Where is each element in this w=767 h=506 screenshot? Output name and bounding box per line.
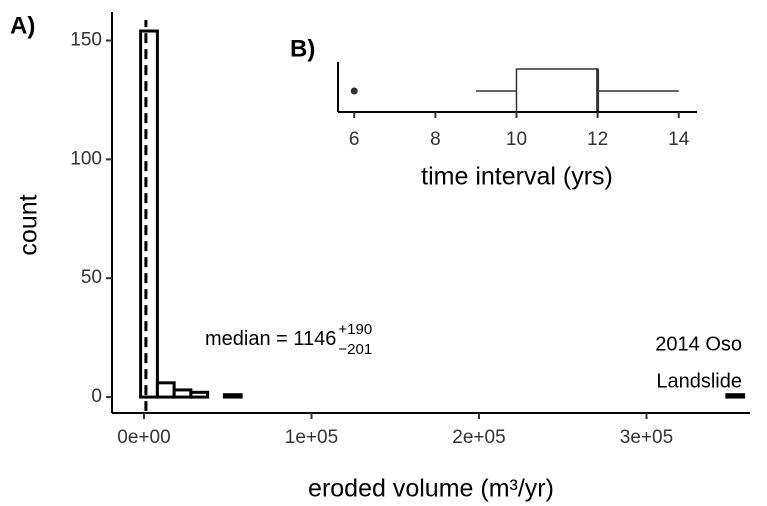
x-axis-title: time interval (yrs) xyxy=(421,163,613,191)
median-annotation-part: median = 1146 xyxy=(205,328,336,350)
panel-label: A) xyxy=(10,12,35,39)
annotation: Landslide xyxy=(656,370,742,392)
histogram-bar xyxy=(222,393,243,399)
x-tick-label: 14 xyxy=(668,129,690,150)
x-tick-label: 10 xyxy=(506,129,527,150)
x-tick-label: 12 xyxy=(587,129,608,150)
x-tick-label: 0e+00 xyxy=(117,427,170,448)
histogram-bar xyxy=(725,393,746,399)
x-axis-title: eroded volume (m³/yr) xyxy=(308,475,554,503)
y-axis-title: count xyxy=(15,194,43,255)
x-tick-label: 1e+05 xyxy=(285,427,338,448)
y-tick-label: 100 xyxy=(70,148,102,169)
histogram-bar xyxy=(139,29,159,399)
y-tick-label: 150 xyxy=(70,30,102,51)
outlier xyxy=(350,87,358,95)
histogram-bar xyxy=(172,388,193,399)
histogram-bar xyxy=(189,390,210,399)
x-tick-label: 8 xyxy=(430,129,441,150)
x-tick-label: 3e+05 xyxy=(620,427,673,448)
y-tick-label: 50 xyxy=(81,267,102,288)
median-annotation-part: −201 xyxy=(338,341,372,358)
annotation: 2014 Oso xyxy=(655,333,742,355)
median-annotation: median = 1146 +190 −201 xyxy=(205,321,372,358)
x-tick-label: 2e+05 xyxy=(452,427,505,448)
y-tick-label: 0 xyxy=(91,386,102,407)
histogram-bar xyxy=(155,381,176,399)
panel-label: B) xyxy=(290,35,315,62)
box xyxy=(515,68,599,113)
x-tick-label: 6 xyxy=(349,129,360,150)
median-annotation-part: +190 xyxy=(338,321,372,338)
